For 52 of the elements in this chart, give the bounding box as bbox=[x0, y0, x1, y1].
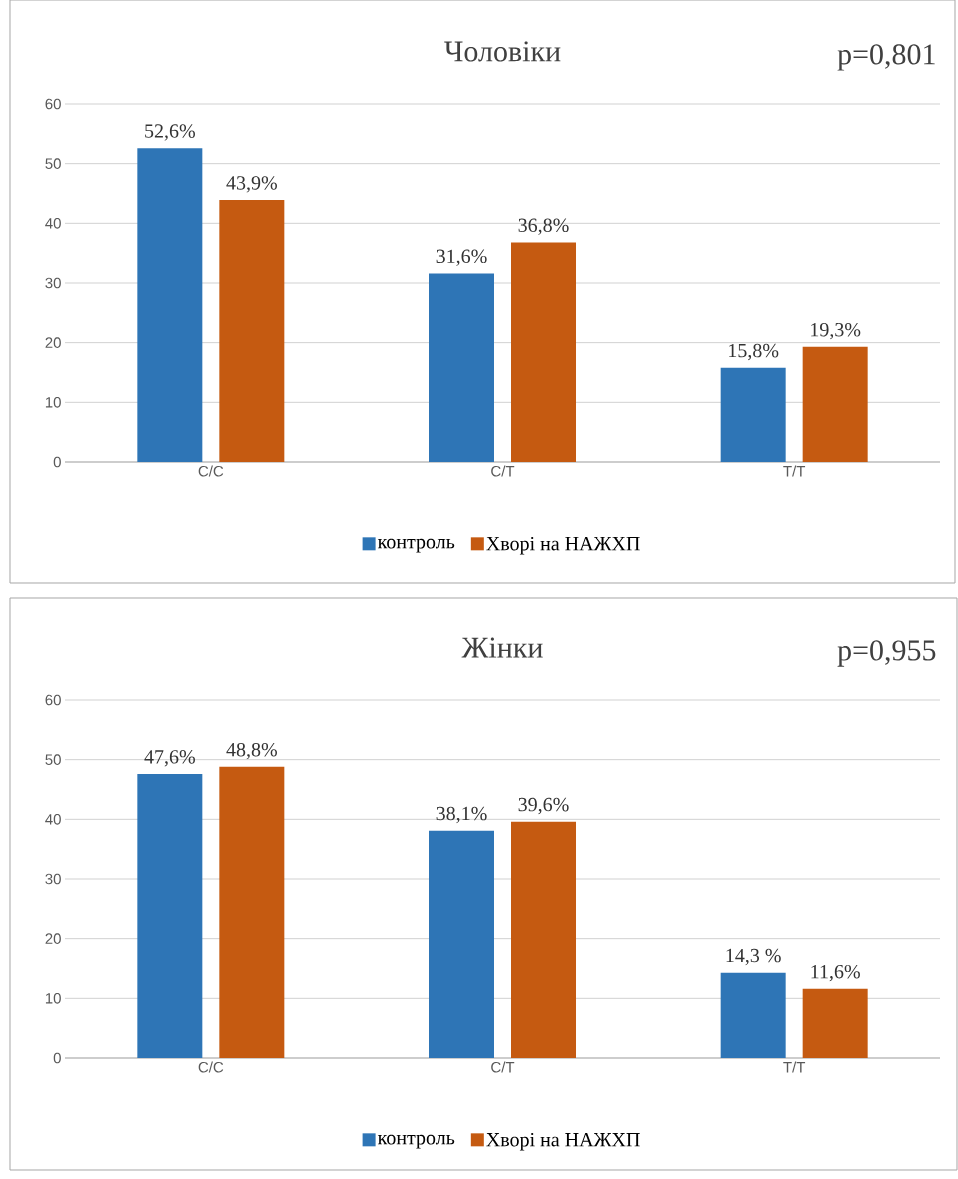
y-tick-label: 30 bbox=[45, 873, 61, 885]
legend-label: контроль bbox=[377, 1134, 455, 1149]
bar bbox=[802, 346, 868, 462]
legend-label: контроль bbox=[377, 538, 455, 553]
y-tick-label: 50 bbox=[45, 158, 61, 169]
y-tick-label: 40 bbox=[45, 814, 61, 825]
legend-label: Хворі на НАЖХП bbox=[486, 536, 640, 555]
chart-title: Жінки bbox=[461, 637, 543, 658]
y-tick-label: 50 bbox=[45, 754, 61, 765]
y-tick-label: 30 bbox=[45, 277, 61, 289]
bar bbox=[219, 766, 285, 1058]
text: p=0,955 bbox=[837, 640, 936, 667]
data-label: 19,3% bbox=[811, 322, 861, 340]
data-label: 15,8% bbox=[729, 343, 779, 361]
y-tick-label: 60 bbox=[45, 694, 61, 706]
y-tick-label: 10 bbox=[45, 993, 61, 1004]
data-label: 38,1% bbox=[436, 806, 487, 824]
y-tick-label: 40 bbox=[45, 218, 61, 229]
x-tick-label: C/C bbox=[198, 1061, 224, 1073]
chart-title: Чоловіки bbox=[444, 41, 561, 62]
y-tick-label: 20 bbox=[45, 337, 61, 348]
bar bbox=[511, 242, 576, 462]
data-label: 43,9% bbox=[226, 176, 277, 193]
text: p=0,801 bbox=[837, 44, 935, 71]
bar bbox=[137, 148, 203, 462]
x-tick-label: T/T bbox=[783, 465, 806, 477]
bar bbox=[511, 821, 576, 1058]
data-label: 31,6% bbox=[436, 249, 487, 266]
data-label: 52,6% bbox=[145, 124, 195, 141]
bar bbox=[219, 200, 285, 462]
bar bbox=[720, 972, 786, 1058]
x-tick-label: C/T bbox=[491, 465, 515, 477]
bar bbox=[429, 273, 494, 462]
data-label: 14,3 % bbox=[726, 948, 781, 966]
bar bbox=[802, 988, 868, 1058]
x-tick-label: T/T bbox=[783, 1061, 806, 1073]
y-tick-label: 0 bbox=[53, 456, 61, 468]
y-tick-label: 60 bbox=[45, 98, 61, 110]
x-tick-label: C/T bbox=[491, 1061, 515, 1073]
x-tick-label: C/C bbox=[198, 465, 224, 477]
y-tick-label: 0 bbox=[53, 1052, 61, 1064]
data-label: 48,8% bbox=[226, 742, 277, 760]
bar bbox=[720, 367, 786, 462]
data-label: 39,6% bbox=[518, 797, 569, 815]
data-label: 11,6% bbox=[811, 964, 860, 982]
y-tick-label: 10 bbox=[45, 397, 61, 408]
y-tick-label: 20 bbox=[45, 933, 61, 944]
data-label: 36,8% bbox=[518, 218, 569, 235]
bar bbox=[429, 830, 494, 1058]
legend-label: Хворі на НАЖХП bbox=[486, 1132, 640, 1151]
data-label: 47,6% bbox=[144, 750, 195, 767]
bar bbox=[137, 773, 203, 1058]
